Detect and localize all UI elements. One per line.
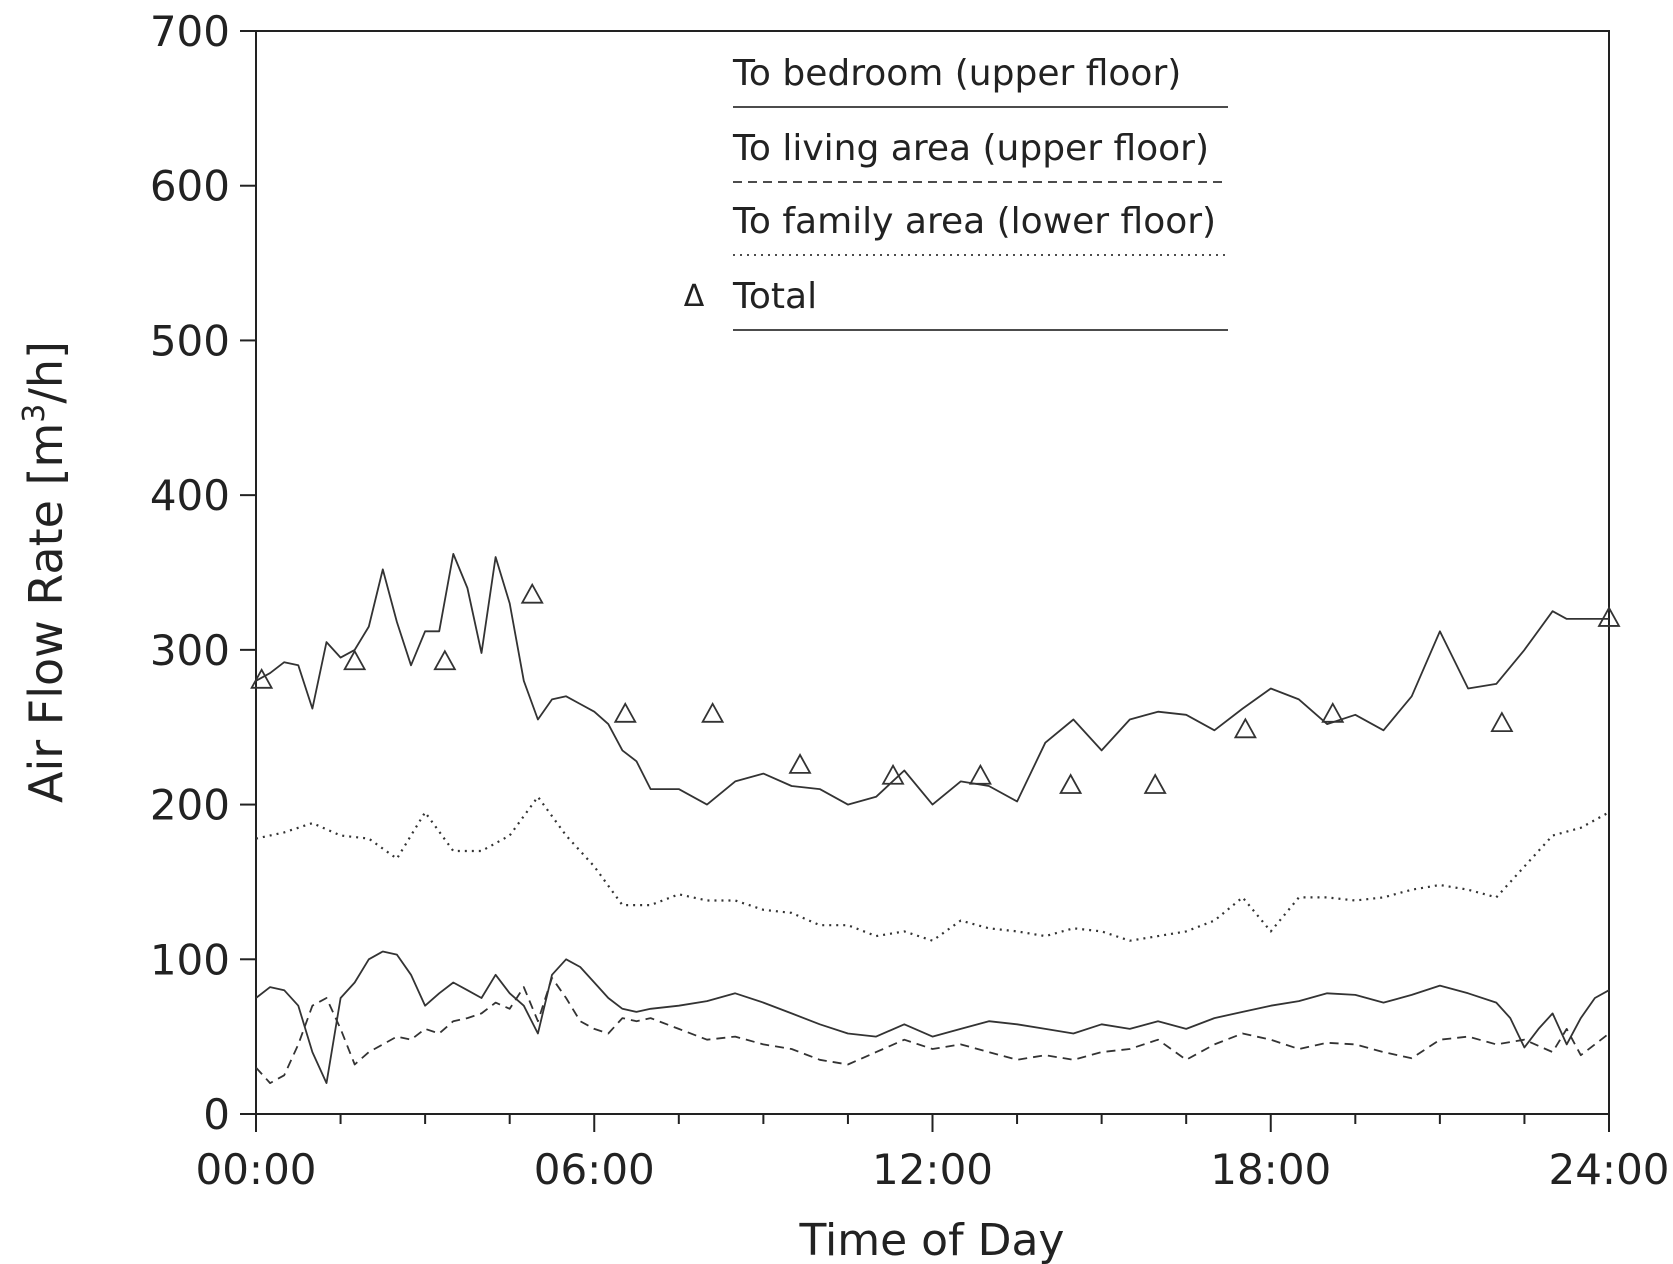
series-marker (788, 753, 812, 774)
legend-label: To living area (upper floor) (732, 128, 1209, 169)
series-marker (1143, 773, 1167, 794)
y-tick-label: 400 (150, 471, 230, 520)
series-marker (1490, 711, 1514, 733)
series-marker (1233, 717, 1257, 739)
series-marker (250, 667, 274, 689)
x-tick-label: 24:00 (1548, 1145, 1669, 1194)
series-marker (520, 582, 544, 604)
y-tick-label: 600 (150, 162, 230, 211)
y-axis-label-prefix: Air Flow Rate [m (19, 423, 73, 803)
series-marker (343, 649, 367, 671)
series-line (255, 977, 1610, 1084)
x-tick-label: 06:00 (534, 1145, 655, 1194)
series-marker (433, 649, 457, 671)
y-axis-label-suffix: /h] (19, 341, 73, 404)
series-marker (968, 763, 992, 785)
x-axis: 00:00 06:00 12:00 18:00 24:00 (195, 1114, 1670, 1194)
x-axis-label: Time of Day (799, 1215, 1065, 1264)
y-tick-label: 200 (150, 781, 230, 830)
series-marker (1321, 701, 1345, 723)
series-marker (1059, 773, 1083, 794)
legend-marker: Δ (684, 279, 705, 314)
legend-label: Total (732, 276, 817, 317)
plot-frame (255, 30, 1610, 1115)
y-tick-label: 100 (150, 935, 230, 984)
series-line (255, 950, 1610, 1084)
y-axis-label-sup: 3 (17, 404, 52, 423)
series-marker (613, 701, 637, 723)
y-tick-label: 300 (150, 626, 230, 675)
x-tick-label: 00:00 (195, 1145, 316, 1194)
x-tick-label: 18:00 (1210, 1145, 1331, 1194)
series-layer (250, 553, 1621, 1084)
series-line (255, 553, 1609, 806)
series-line (255, 795, 1610, 942)
series-marker (881, 763, 905, 785)
y-tick-label: 0 (203, 1090, 230, 1139)
legend-label: To family area (lower floor) (732, 201, 1216, 242)
y-axis-label: Air Flow Rate [m3/h] (17, 341, 73, 803)
series-marker (701, 701, 725, 723)
legend: To bedroom (upper floor) To living area (… (684, 53, 1228, 331)
y-tick-label: 700 (150, 7, 230, 56)
y-axis: 0 100 200 300 400 500 600 700 (150, 7, 256, 1139)
series-marker (1597, 606, 1621, 627)
legend-label: To bedroom (upper floor) (732, 53, 1181, 94)
y-tick-label: 500 (150, 316, 230, 365)
x-tick-label: 12:00 (872, 1145, 993, 1194)
